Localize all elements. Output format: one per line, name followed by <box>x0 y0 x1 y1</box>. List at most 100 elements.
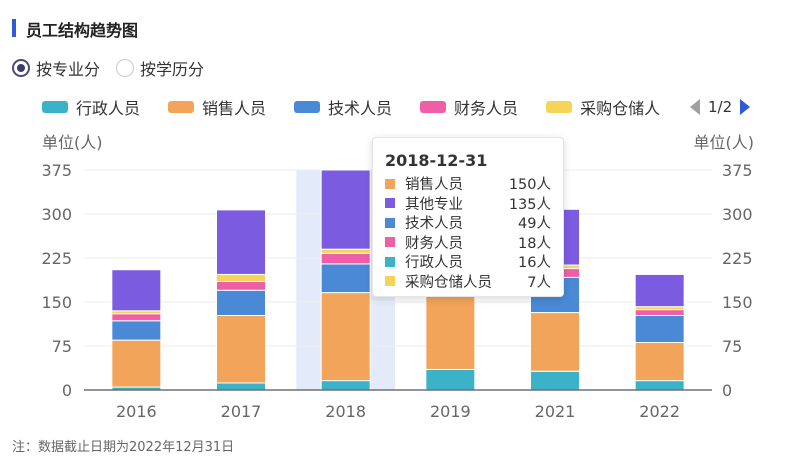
legend-label: 销售人员 <box>202 99 267 118</box>
y-axis-label-right: 单位(人) <box>694 133 755 152</box>
legend-swatch <box>294 101 321 113</box>
x-tick-label: 2021 <box>535 402 576 421</box>
footnote: 注：数据截止日期为2022年12月31日 <box>12 440 235 455</box>
tooltip-row: 采购仓储人员 7人 <box>385 272 551 292</box>
x-tick-label: 2017 <box>221 402 262 421</box>
legend-item-finance[interactable]: 财务人员 <box>420 95 518 119</box>
tooltip-swatch <box>385 276 395 287</box>
tooltip-series-name: 采购仓储人员 <box>405 274 492 291</box>
bar-segment <box>111 339 162 388</box>
tooltip-row: 销售人员 150人 <box>385 174 551 194</box>
bar-segment <box>216 209 266 275</box>
bar-segment <box>216 273 266 282</box>
bar-segment <box>216 289 266 316</box>
pager-next-icon[interactable] <box>740 99 751 115</box>
legend-item-sales[interactable]: 销售人员 <box>168 95 266 119</box>
tooltip-swatch <box>385 198 395 209</box>
bar-segment <box>111 269 162 312</box>
legend-label: 行政人员 <box>76 99 141 118</box>
bar-segment <box>634 380 685 391</box>
x-tick-label: 2022 <box>639 402 680 421</box>
legend-swatch <box>42 101 68 113</box>
bar-segment <box>634 341 685 382</box>
legend-pager: 1/2 <box>690 96 751 118</box>
grouping-radio-group: 按专业分 按学历分 <box>12 56 220 80</box>
chart-tooltip: 2018-12-31 销售人员 150人 其他专业 135人 技术人员 49人 … <box>372 137 564 297</box>
bar-segment <box>320 169 371 250</box>
x-tick-label: 2019 <box>430 402 471 421</box>
tooltip-series-name: 技术人员 <box>405 216 463 233</box>
tooltip-swatch <box>385 256 395 267</box>
bar-segment <box>634 314 685 343</box>
y-tick-label-right: 150 <box>722 293 753 312</box>
bar-segment <box>216 314 266 384</box>
radio-label: 按专业分 <box>36 60 101 79</box>
title-accent-bar <box>12 19 16 37</box>
bar-segment <box>320 248 371 254</box>
chart-legend: 行政人员 销售人员 技术人员 财务人员 采购仓储人 <box>42 96 688 118</box>
legend-item-purchasing[interactable]: 采购仓储人 <box>546 95 660 119</box>
legend-item-admin[interactable]: 行政人员 <box>42 95 140 119</box>
radio-label: 按学历分 <box>140 60 205 79</box>
y-tick-label-left: 375 <box>41 161 72 180</box>
tooltip-series-name: 财务人员 <box>405 235 463 252</box>
bar-segment <box>634 309 685 316</box>
bar-segment <box>320 380 371 391</box>
bar-segment <box>216 280 266 291</box>
tooltip-series-name: 其他专业 <box>405 196 463 213</box>
bar-segment <box>530 370 580 391</box>
legend-label: 财务人员 <box>454 99 519 118</box>
legend-swatch <box>546 101 573 113</box>
bar-segment <box>320 292 371 382</box>
tooltip-series-value: 49人 <box>518 216 551 233</box>
legend-swatch <box>168 101 195 113</box>
radio-by-education[interactable]: 按学历分 <box>116 56 204 80</box>
y-tick-label-left: 225 <box>41 249 72 268</box>
bar-segment <box>425 368 476 391</box>
chart-title: 员工结构趋势图 <box>26 21 139 40</box>
tooltip-series-name: 行政人员 <box>405 255 463 272</box>
bar-segment <box>111 320 162 341</box>
radio-unchecked-icon <box>116 59 135 77</box>
tooltip-series-value: 18人 <box>518 235 551 252</box>
tooltip-series-value: 16人 <box>518 255 551 272</box>
x-tick-label: 2016 <box>116 402 157 421</box>
bar-segment <box>320 263 371 294</box>
tooltip-series-value: 7人 <box>527 274 551 291</box>
y-tick-label-right: 0 <box>722 381 732 400</box>
tooltip-series-value: 150人 <box>508 177 551 194</box>
legend-swatch <box>420 101 447 113</box>
pager-text: 1/2 <box>708 98 733 116</box>
legend-label: 技术人员 <box>328 99 393 118</box>
tooltip-series-name: 销售人员 <box>405 177 463 194</box>
tooltip-swatch <box>385 178 395 189</box>
y-tick-label-right: 375 <box>722 161 753 180</box>
y-tick-label-left: 300 <box>41 205 72 224</box>
x-tick-label: 2018 <box>325 402 366 421</box>
tooltip-row: 财务人员 18人 <box>385 233 551 253</box>
legend-label: 采购仓储人 <box>580 99 661 118</box>
tooltip-series-value: 135人 <box>508 196 551 213</box>
bar-segment <box>111 313 162 322</box>
tooltip-date: 2018-12-31 <box>385 151 488 170</box>
bar-segment <box>634 273 685 308</box>
y-tick-label-left: 0 <box>62 381 72 400</box>
radio-by-major[interactable]: 按专业分 <box>12 56 100 80</box>
y-axis-label-left: 单位(人) <box>42 133 103 152</box>
bar-segment <box>425 286 476 370</box>
tooltip-swatch <box>385 217 395 228</box>
y-tick-label-left: 75 <box>52 337 72 356</box>
bar-segment <box>320 252 371 265</box>
tooltip-swatch <box>385 237 395 248</box>
legend-item-tech[interactable]: 技术人员 <box>294 95 392 119</box>
y-tick-label-right: 300 <box>722 205 753 224</box>
bar-segment <box>530 312 580 372</box>
tooltip-row: 其他专业 135人 <box>385 194 551 214</box>
bar-segment <box>216 382 266 391</box>
y-tick-label-right: 75 <box>722 337 742 356</box>
y-tick-label-right: 225 <box>722 249 753 268</box>
y-tick-label-left: 150 <box>41 293 72 312</box>
pager-prev-icon[interactable] <box>690 99 700 115</box>
radio-checked-icon <box>12 59 30 77</box>
